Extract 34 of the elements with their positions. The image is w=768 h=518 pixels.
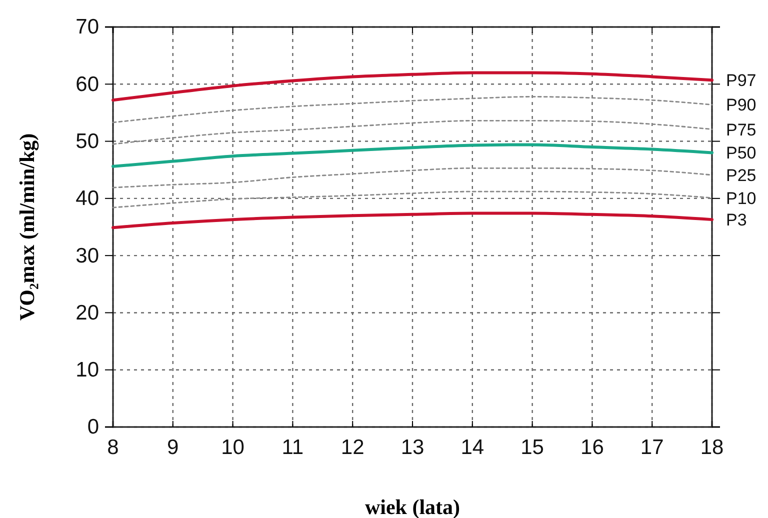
x-tick-label: 18	[700, 436, 724, 459]
series-label: P97	[726, 71, 756, 90]
line-series	[112, 71, 714, 102]
y-tick-label: 50	[76, 130, 99, 154]
series-label: P90	[726, 96, 756, 115]
x-tick-label: 13	[400, 436, 424, 459]
line-series	[112, 120, 713, 145]
x-tick-label: 12	[340, 436, 364, 459]
series-label: P10	[726, 188, 756, 208]
series-label: P3	[726, 210, 747, 230]
line-series	[112, 143, 714, 168]
series-label: P75	[726, 120, 756, 140]
y-tick-label: 70	[76, 16, 99, 39]
x-tick-label: 17	[640, 436, 664, 459]
x-tick-label: 9	[167, 436, 179, 459]
x-tick-label: 10	[221, 436, 244, 459]
y-axis-title: VO₂max (ml/min/kg)	[15, 133, 39, 321]
line-series	[112, 190, 713, 208]
x-tick-label: 15	[520, 436, 544, 459]
y-tick-label: 0	[87, 416, 99, 439]
line-series	[112, 212, 714, 230]
line-series	[112, 96, 713, 124]
x-tick-label: 11	[282, 436, 304, 459]
y-tick-label: 30	[76, 244, 99, 268]
x-tick-label: 14	[460, 436, 484, 459]
series-label: P50	[726, 144, 756, 163]
x-tick-label: 16	[580, 436, 604, 459]
y-tick-label: 10	[76, 358, 99, 382]
y-tick-label: 60	[76, 72, 99, 96]
line-series	[112, 167, 713, 188]
series-label: P25	[726, 166, 756, 185]
x-tick-label: 8	[107, 436, 119, 459]
y-tick-label: 40	[76, 187, 99, 210]
y-tick-label: 20	[76, 301, 99, 324]
